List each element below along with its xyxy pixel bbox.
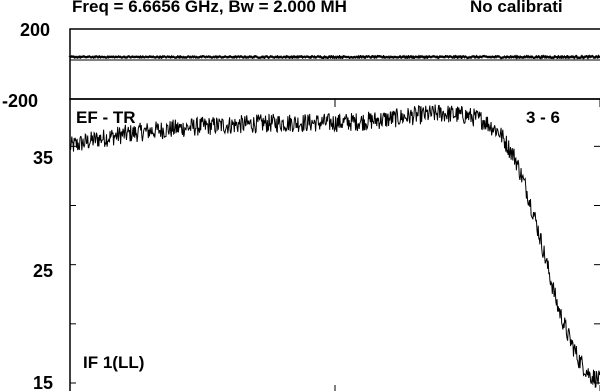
amp-tick-15: 15 <box>33 373 53 391</box>
amplitude-tick-marks <box>70 99 600 391</box>
baseline-label: 3 - 6 <box>526 108 560 127</box>
amplitude-panel-frame <box>69 98 600 391</box>
calibration-note: No calibrati <box>470 0 563 16</box>
phase-trace <box>68 54 600 60</box>
plot-header-title: Freq = 6.6656 GHz, Bw = 2.000 MH <box>72 0 347 16</box>
panel-title: EF - TR <box>76 108 136 127</box>
amp-tick-35: 35 <box>33 148 53 168</box>
phase-panel: 200 -200 <box>2 20 600 111</box>
amp-tick-25: 25 <box>33 261 53 281</box>
amplitude-panel: 35 25 15 EF - TR 3 - 6 IF 1(LL) <box>33 98 600 391</box>
phase-tick-min: -200 <box>2 91 38 111</box>
if-label: IF 1(LL) <box>83 353 144 372</box>
amplitude-trace <box>69 104 600 388</box>
phase-tick-max: 200 <box>20 20 50 40</box>
phase-panel-frame <box>69 28 600 100</box>
